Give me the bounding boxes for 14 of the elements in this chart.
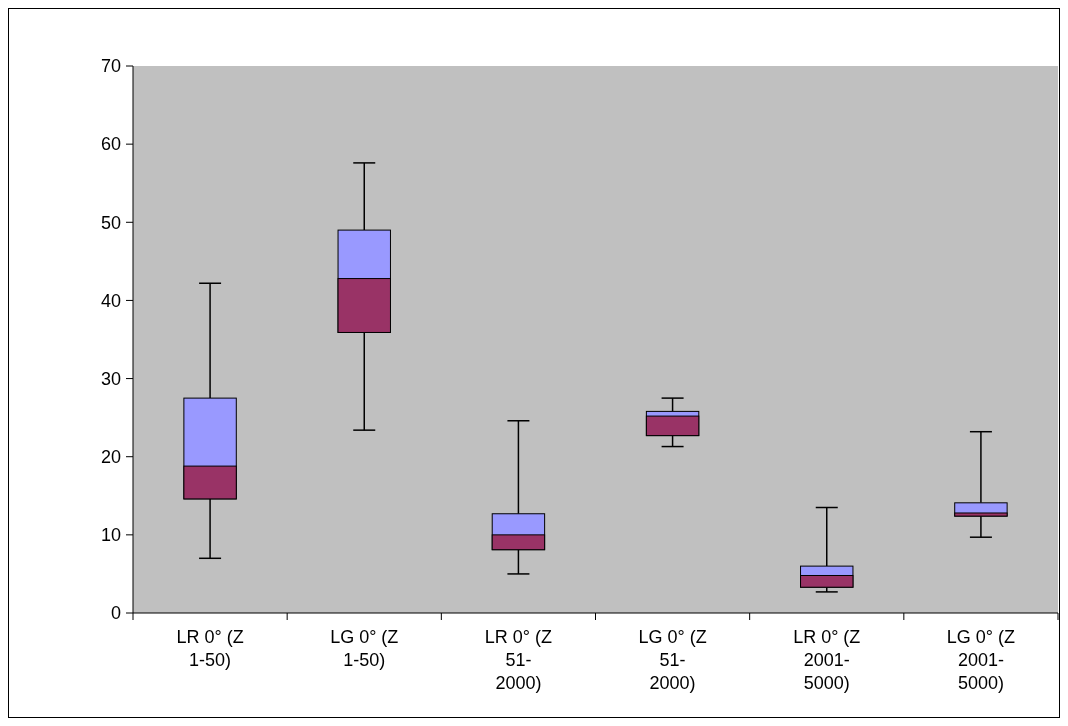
x-tick-label: LG 0° (Z 51-2000) [638, 627, 707, 693]
y-tick-label: 50 [100, 212, 121, 233]
y-tick-label: 40 [100, 290, 121, 311]
x-tick-label: LG 0° (Z 2001-5000) [946, 627, 1016, 693]
y-tick-label: 60 [100, 134, 121, 155]
x-tick-label: LG 0° (Z 1-50) [330, 627, 399, 670]
y-tick-label: 0 [110, 603, 121, 624]
x-tick-label: LR 0° (Z 51-2000) [484, 627, 553, 693]
y-tick-label: 20 [100, 447, 121, 468]
x-tick-label: LR 0° (Z 1-50) [176, 627, 244, 670]
y-tick-label: 30 [100, 368, 121, 389]
y-tick-label: 70 [100, 56, 121, 77]
x-tick-label: LR 0° (Z 2001-5000) [793, 627, 861, 693]
y-tick-label: 10 [100, 525, 121, 546]
